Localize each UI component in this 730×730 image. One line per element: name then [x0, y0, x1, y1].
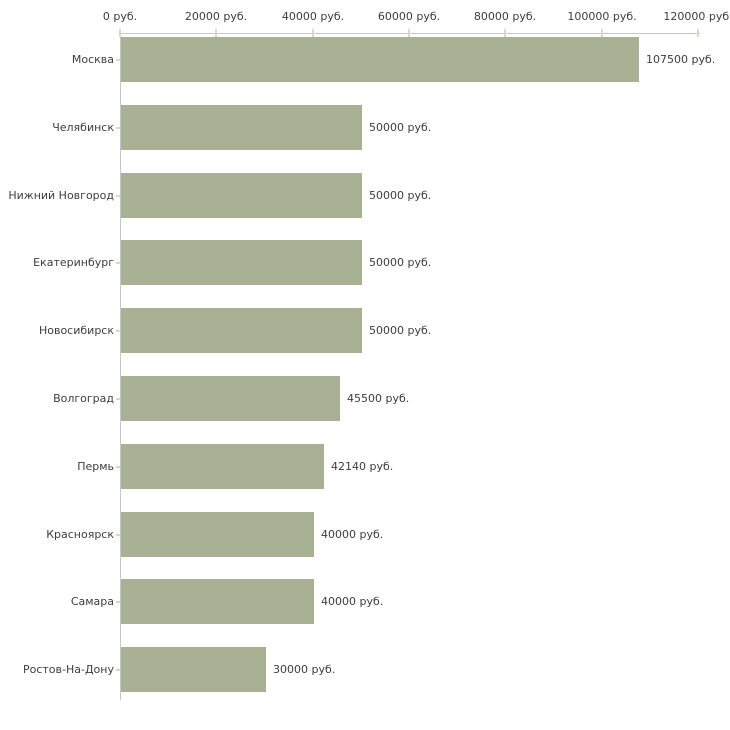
- value-label: 40000 руб.: [321, 595, 384, 608]
- value-label: 50000 руб.: [369, 324, 432, 337]
- value-label: 107500 руб.: [646, 53, 716, 66]
- category-label: Ростов-На-Дону: [22, 663, 114, 676]
- bar: [121, 579, 314, 624]
- y-axis-tick: [116, 669, 120, 671]
- value-label: 42140 руб.: [331, 460, 394, 473]
- bar: [121, 173, 362, 218]
- x-axis-tick: [312, 29, 314, 37]
- y-axis-tick: [116, 398, 120, 400]
- x-axis-tick-label: 100000 руб.: [567, 10, 637, 23]
- y-axis-tick: [116, 534, 120, 536]
- x-axis-tick: [119, 29, 121, 37]
- value-label: 50000 руб.: [369, 121, 432, 134]
- bar: [121, 308, 362, 353]
- category-label: Пермь: [77, 460, 114, 473]
- x-axis-tick: [601, 29, 603, 37]
- x-axis-tick-label: 60000 руб.: [377, 10, 441, 23]
- x-axis-tick: [504, 29, 506, 37]
- y-axis-tick: [116, 601, 120, 603]
- category-label: Новосибирск: [38, 324, 114, 337]
- bar: [121, 444, 324, 489]
- y-axis-tick: [116, 127, 120, 129]
- x-axis-tick-label: 120000 руб.: [663, 10, 730, 23]
- x-axis-line: [120, 33, 700, 34]
- y-axis-tick: [116, 330, 120, 332]
- category-label: Нижний Новгород: [8, 189, 114, 202]
- bar: [121, 105, 362, 150]
- bar: [121, 240, 362, 285]
- value-label: 50000 руб.: [369, 189, 432, 202]
- category-label: Челябинск: [52, 121, 114, 134]
- value-label: 40000 руб.: [321, 528, 384, 541]
- x-axis-tick: [215, 29, 217, 37]
- x-axis-tick-label: 0 руб.: [102, 10, 138, 23]
- value-label: 45500 руб.: [347, 392, 410, 405]
- x-axis-tick: [697, 29, 699, 37]
- y-axis-tick: [116, 195, 120, 197]
- y-axis-tick: [116, 59, 120, 61]
- y-axis-line: [120, 33, 121, 700]
- x-axis-tick-label: 40000 руб.: [281, 10, 345, 23]
- value-label: 30000 руб.: [273, 663, 336, 676]
- y-axis-tick: [116, 466, 120, 468]
- value-label: 50000 руб.: [369, 256, 432, 269]
- x-axis-tick-label: 80000 руб.: [473, 10, 537, 23]
- x-axis-tick: [408, 29, 410, 37]
- bar: [121, 647, 266, 692]
- category-label: Екатеринбург: [33, 256, 114, 269]
- x-axis-tick-label: 20000 руб.: [184, 10, 248, 23]
- category-label: Самара: [70, 595, 114, 608]
- category-label: Волгоград: [53, 392, 114, 405]
- category-label: Москва: [71, 53, 114, 66]
- category-label: Красноярск: [46, 528, 114, 541]
- bar: [121, 512, 314, 557]
- bar: [121, 376, 340, 421]
- bar: [121, 37, 639, 82]
- y-axis-tick: [116, 262, 120, 264]
